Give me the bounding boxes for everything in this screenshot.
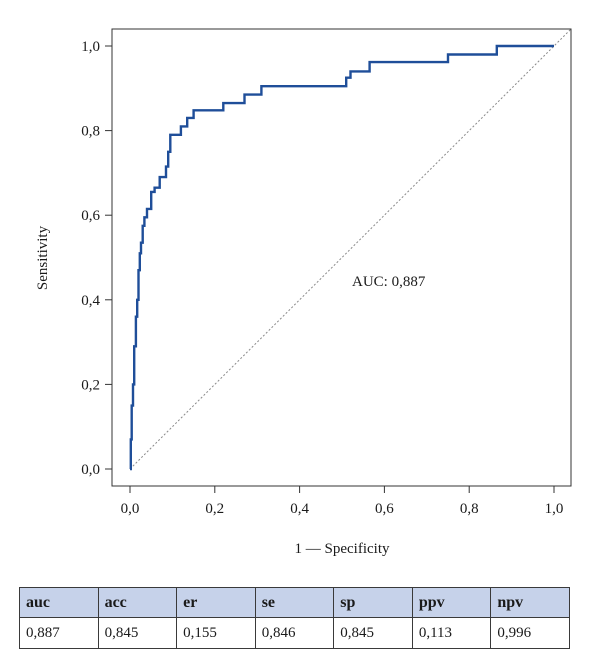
value-er: 0,155 <box>176 617 256 649</box>
reference-diagonal-line <box>129 28 572 470</box>
value-acc: 0,845 <box>97 617 178 649</box>
metrics-header-row: auc acc er se sp ppv npv <box>19 587 570 618</box>
x-axis-ticks: 0,0 0,2 0,4 0,6 0,8 1,0 <box>121 486 564 517</box>
value-se: 0,846 <box>254 617 335 649</box>
x-tick-label: 0,4 <box>290 501 309 517</box>
x-tick-label: 1,0 <box>545 501 564 517</box>
y-tick-label: 0,8 <box>81 124 100 140</box>
x-tick-label: 0,2 <box>205 501 224 517</box>
metrics-table: auc acc er se sp ppv npv 0,887 0,845 0,1… <box>19 587 570 649</box>
y-tick-label: 0,4 <box>81 293 100 309</box>
header-se: se <box>254 587 335 618</box>
roc-chart: 0,0 0,2 0,4 0,6 0,8 1,0 0,0 0,2 0,4 0,6 0,8 1,0 AU… <box>35 28 572 557</box>
plot-frame <box>111 28 572 487</box>
x-tick-label: 0,0 <box>121 501 140 517</box>
value-auc: 0,887 <box>19 617 99 649</box>
y-axis-title: Sensitivity <box>35 225 51 290</box>
value-npv: 0,996 <box>490 617 570 649</box>
header-acc: acc <box>97 587 178 618</box>
header-ppv: ppv <box>411 587 492 618</box>
roc-curve-line <box>129 44 554 471</box>
value-sp: 0,845 <box>333 617 413 649</box>
y-tick-label: 0,0 <box>81 462 100 478</box>
header-er: er <box>176 587 256 618</box>
x-tick-label: 0,6 <box>375 501 394 517</box>
y-tick-label: 1,0 <box>81 39 100 55</box>
header-sp: sp <box>333 587 413 618</box>
value-ppv: 0,113 <box>411 617 492 649</box>
y-axis-ticks: 0,0 0,2 0,4 0,6 0,8 1,0 <box>81 39 112 478</box>
header-npv: npv <box>490 587 570 618</box>
y-tick-label: 0,2 <box>81 377 100 393</box>
x-axis-title: 1 — Specificity <box>295 541 390 557</box>
x-tick-label: 0,8 <box>460 501 479 517</box>
auc-annotation: AUC: 0,887 <box>352 274 426 290</box>
header-auc: auc <box>19 587 99 618</box>
y-tick-label: 0,6 <box>81 208 100 224</box>
metrics-value-row: 0,887 0,845 0,155 0,846 0,845 0,113 0,99… <box>19 617 570 649</box>
